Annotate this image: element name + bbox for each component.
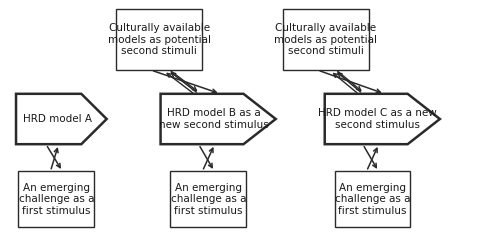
FancyBboxPatch shape	[283, 9, 369, 70]
FancyBboxPatch shape	[116, 9, 202, 70]
Text: Culturally available
models as potential
second stimuli: Culturally available models as potential…	[274, 23, 378, 56]
FancyBboxPatch shape	[170, 171, 246, 228]
Polygon shape	[324, 94, 440, 144]
Text: Culturally available
models as potential
second stimuli: Culturally available models as potential…	[108, 23, 211, 56]
Polygon shape	[16, 94, 106, 144]
Polygon shape	[160, 94, 276, 144]
FancyBboxPatch shape	[18, 171, 94, 228]
Text: An emerging
challenge as a
first stimulus: An emerging challenge as a first stimulu…	[18, 183, 94, 216]
Text: An emerging
challenge as a
first stimulus: An emerging challenge as a first stimulu…	[170, 183, 246, 216]
Text: HRD model B as a
new second stimulus: HRD model B as a new second stimulus	[158, 108, 268, 130]
FancyBboxPatch shape	[334, 171, 410, 228]
Text: HRD model A: HRD model A	[23, 114, 92, 124]
Text: HRD model C as a new
second stimulus: HRD model C as a new second stimulus	[318, 108, 437, 130]
Text: An emerging
challenge as a
first stimulus: An emerging challenge as a first stimulu…	[335, 183, 410, 216]
